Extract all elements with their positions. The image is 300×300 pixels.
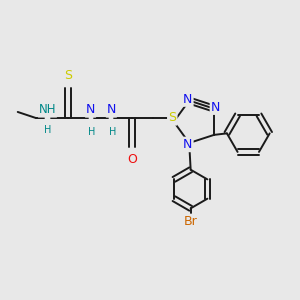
Text: S: S — [168, 111, 176, 124]
Text: N: N — [183, 93, 192, 106]
Text: N: N — [183, 138, 192, 151]
Text: N: N — [86, 103, 95, 116]
Text: O: O — [127, 153, 137, 166]
Text: S: S — [64, 69, 72, 82]
Text: H: H — [88, 127, 96, 137]
Text: N: N — [107, 103, 116, 116]
Text: Br: Br — [184, 215, 197, 228]
Text: NH: NH — [39, 103, 56, 116]
Text: N: N — [211, 101, 220, 114]
Text: H: H — [109, 127, 116, 137]
Text: H: H — [44, 125, 51, 135]
